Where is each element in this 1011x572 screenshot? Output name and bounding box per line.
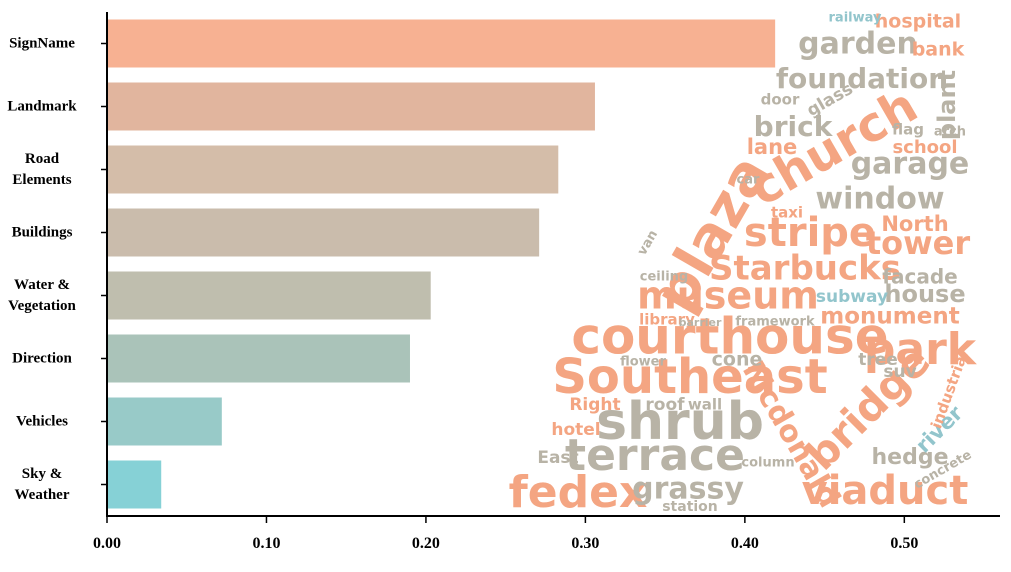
word: viaduct xyxy=(802,468,969,514)
y-tick-label: Direction xyxy=(12,350,72,366)
word: library xyxy=(639,311,695,329)
word: van xyxy=(635,228,661,258)
word: park xyxy=(864,324,978,375)
word: house xyxy=(884,280,965,308)
bar xyxy=(107,460,162,509)
word: tree xyxy=(858,350,898,370)
word: cone xyxy=(712,349,763,371)
word: brick xyxy=(754,110,834,143)
word: framework xyxy=(735,315,815,330)
x-tick-label: 0.00 xyxy=(93,535,121,552)
word: flower xyxy=(620,355,666,370)
y-tick-label: Water & Vegetation xyxy=(8,276,76,314)
word: barrier xyxy=(679,316,722,329)
bar xyxy=(107,145,559,194)
y-tick-label: SignName xyxy=(9,35,75,51)
word: flag xyxy=(892,121,924,139)
word: shrub xyxy=(596,392,764,452)
word: tower xyxy=(866,224,971,262)
word: East xyxy=(537,448,578,468)
word: window xyxy=(815,182,944,217)
bar xyxy=(107,19,776,68)
word: facade xyxy=(882,265,957,289)
word: foundation xyxy=(776,62,948,95)
word: suv xyxy=(883,362,916,382)
word: plant xyxy=(933,70,961,140)
word: car xyxy=(737,173,760,188)
y-tick-label: Sky & Weather xyxy=(14,465,70,503)
word: monument xyxy=(820,304,959,330)
word: fedex xyxy=(509,467,648,518)
word: courthouse xyxy=(571,308,888,366)
y-tick-label: Buildings xyxy=(11,224,73,240)
word: Starbucks xyxy=(709,249,901,289)
word: bank xyxy=(912,39,965,61)
x-tick-label: 0.20 xyxy=(412,535,440,552)
word: station xyxy=(662,499,718,515)
word: column xyxy=(741,456,794,471)
word: hotel xyxy=(551,420,600,440)
word: garden xyxy=(798,27,918,62)
x-tick-label: 0.30 xyxy=(571,535,599,552)
word-cloud: fedexterraceshrubSoutheastcourthousepark… xyxy=(509,11,978,519)
word: museum xyxy=(637,274,819,318)
word: roof xyxy=(645,395,685,415)
bar xyxy=(107,208,540,257)
x-tick-label: 0.40 xyxy=(731,535,759,552)
word: Southeast xyxy=(552,349,827,405)
word: Right xyxy=(569,395,620,415)
word: taxi xyxy=(771,204,803,222)
word: subway xyxy=(816,287,888,307)
word: door xyxy=(761,91,800,109)
word: ceiling xyxy=(640,270,688,285)
word: grassy xyxy=(632,472,744,507)
x-tick-label: 0.10 xyxy=(252,535,280,552)
word: school xyxy=(892,137,957,158)
bar xyxy=(107,397,222,446)
word: wall xyxy=(688,396,722,414)
word: railway xyxy=(829,11,882,26)
y-tick-label: Landmark xyxy=(7,98,77,114)
x-tick-label: 0.50 xyxy=(890,535,918,552)
word: garage xyxy=(851,147,970,182)
word: stripe xyxy=(744,210,876,256)
bar xyxy=(107,334,410,383)
word: hedge xyxy=(872,445,949,470)
y-tick-label: Vehicles xyxy=(16,413,68,429)
word: arch xyxy=(934,125,966,140)
y-tick-label: Road Elements xyxy=(12,150,72,188)
bar xyxy=(107,82,595,131)
word: terrace xyxy=(565,430,745,481)
bar xyxy=(107,271,431,320)
word: hospital xyxy=(875,11,961,33)
word: North xyxy=(881,212,948,236)
word: lane xyxy=(747,135,798,159)
